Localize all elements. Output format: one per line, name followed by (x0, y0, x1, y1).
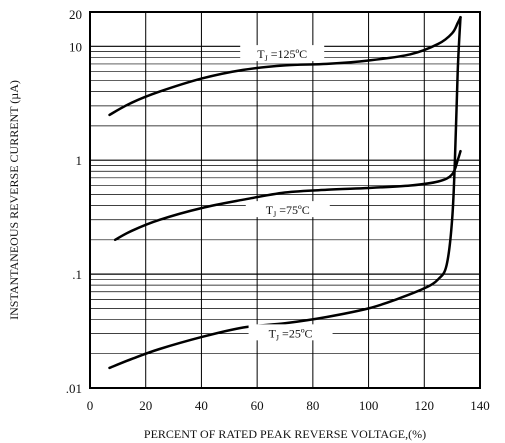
x-tick-label: 40 (195, 398, 208, 413)
curve-labels: TJ =125ºC TJ =75ºC TJ =25ºC (240, 45, 333, 342)
curve-label: TJ =75ºC (266, 203, 310, 219)
x-tick-label: 20 (139, 398, 152, 413)
x-tick-label: 120 (415, 398, 435, 413)
y-tick-label: 1 (76, 153, 83, 168)
y-tick-label: .01 (66, 381, 82, 396)
plot-frame (89, 11, 481, 389)
x-tick-label: 100 (359, 398, 379, 413)
y-tick-label: 10 (69, 39, 82, 54)
curve-label: TJ =25ºC (269, 326, 313, 342)
curves (108, 15, 462, 370)
x-tick-label: 0 (87, 398, 94, 413)
y-tick-label: 20 (69, 7, 82, 22)
series-line (113, 149, 462, 242)
y-tick-label: .1 (72, 267, 82, 282)
series-line (108, 15, 462, 370)
x-tick-label: 80 (306, 398, 319, 413)
x-tick-label: 140 (470, 398, 490, 413)
curve-label-background (248, 324, 333, 341)
curve-label-background (245, 201, 330, 218)
x-axis-ticks: 0 20 40 60 80 100 120 140 (87, 398, 490, 413)
series-line (108, 15, 462, 117)
y-axis-ticks: .01 .1 1 10 20 (66, 7, 82, 396)
x-axis-label: PERCENT OF RATED PEAK REVERSE VOLTAGE,(%… (144, 427, 426, 441)
curve-label-background (240, 45, 325, 62)
curve-label: TJ =125ºC (257, 47, 307, 63)
y-axis-label: INSTANTANEOUS REVERSE CURRENT (µA) (7, 80, 21, 320)
x-tick-label: 60 (251, 398, 264, 413)
